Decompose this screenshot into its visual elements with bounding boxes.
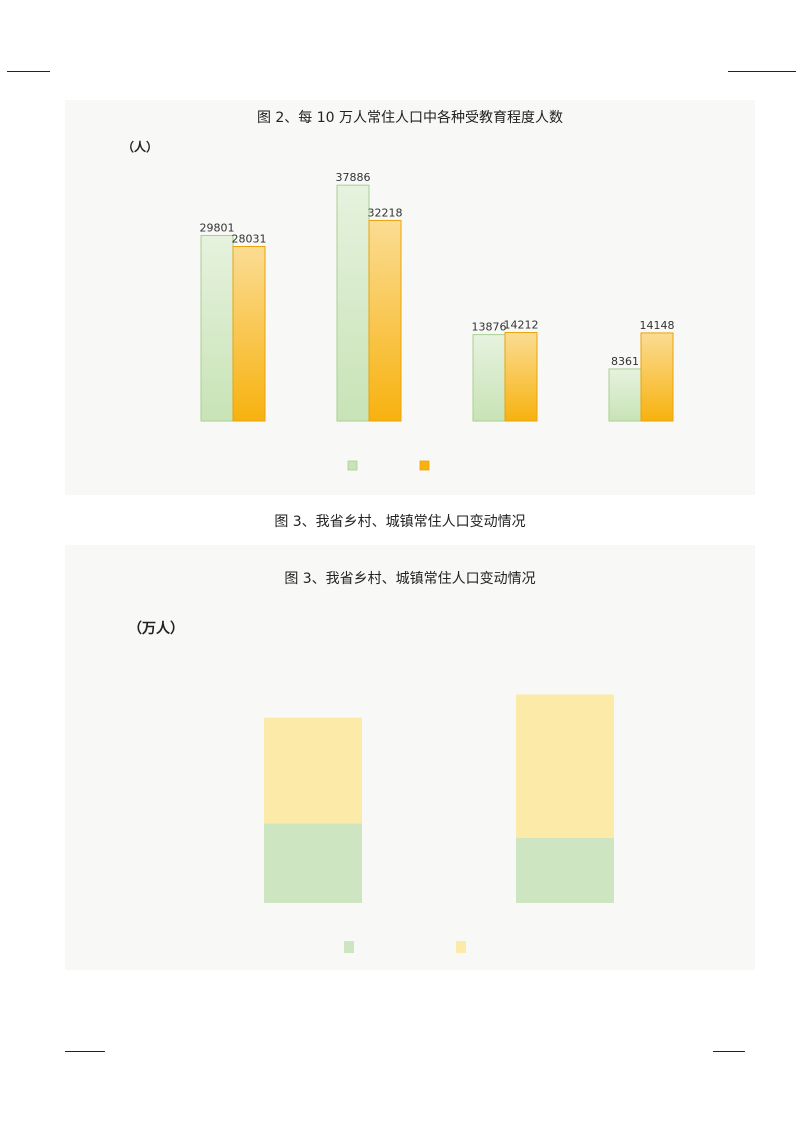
population-stacked-bar-chart: 图 3、我省乡村、城镇常住人口变动情况 （万人） — [128, 571, 614, 953]
bar-2010年-初中文化 — [336, 184, 370, 422]
legend-swatch — [419, 460, 430, 471]
data-label: 37886 — [336, 171, 371, 184]
stacked-bar-城镇人口-2010 — [264, 717, 362, 824]
data-label: 14148 — [640, 319, 675, 332]
legend-swatch — [456, 941, 466, 953]
header-rule-right — [728, 71, 796, 72]
chart-1-panel — [65, 100, 755, 495]
bar-2020年-小学文化 — [232, 246, 266, 422]
stacked-bar-乡村人口-2010 — [264, 823, 362, 903]
bar-2020年-高中文化 — [504, 332, 538, 422]
figure-caption: 图 3、我省乡村、城镇常住人口变动情况 — [274, 514, 526, 530]
data-label: 28031 — [232, 233, 267, 246]
bar-2020年-大学文化 — [640, 332, 674, 422]
stacked-bar-乡村人口-2020 — [516, 837, 614, 903]
data-label: 8361 — [611, 355, 639, 368]
education-bar-chart: 图 2、每 10 万人常住人口中各种受教育程度人数 （人） 2980128031… — [122, 110, 675, 471]
chart-1-y-axis-label: （人） — [122, 139, 158, 154]
footer-rule-left — [65, 1051, 105, 1052]
bar-2010年-小学文化 — [200, 234, 234, 422]
bar-2020年-初中文化 — [368, 219, 402, 422]
legend-swatch — [347, 460, 358, 471]
chart-2-title: 图 3、我省乡村、城镇常住人口变动情况 — [284, 571, 535, 587]
data-label: 13876 — [472, 321, 507, 334]
stacked-bar-城镇人口-2020 — [516, 694, 614, 838]
chart-2-panel — [65, 545, 755, 970]
header-rule-left — [7, 71, 50, 72]
chart-2-y-axis-label: （万人） — [128, 620, 184, 637]
data-label: 29801 — [200, 221, 235, 234]
footer-rule-right — [713, 1051, 745, 1052]
legend-swatch — [344, 941, 354, 953]
data-label: 14212 — [504, 319, 539, 332]
data-label: 32218 — [368, 206, 403, 219]
chart-1-title: 图 2、每 10 万人常住人口中各种受教育程度人数 — [257, 110, 563, 126]
bar-2010年-大学文化 — [608, 368, 642, 422]
